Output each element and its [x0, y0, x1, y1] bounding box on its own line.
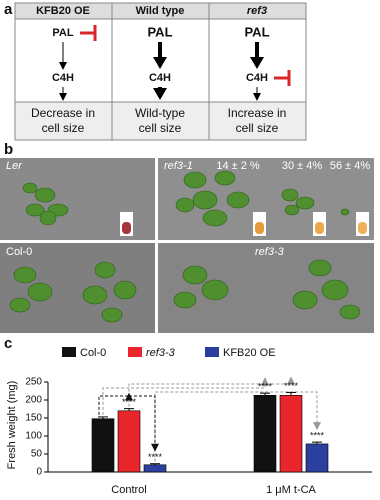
legend-swatch — [128, 347, 142, 357]
panel-label: c — [4, 335, 12, 352]
outcome: Increase in — [228, 106, 287, 120]
y-tick-label: 250 — [25, 377, 42, 388]
enzyme: PAL — [52, 27, 73, 39]
outcome: Wild-type — [135, 106, 185, 120]
outcome: cell size — [139, 121, 182, 135]
comparison-line — [154, 391, 321, 462]
y-tick-label: 50 — [31, 449, 43, 460]
y-axis-label: Fresh weight (mg) — [6, 381, 18, 470]
legend-label: KFB20 OE — [223, 347, 276, 359]
bar — [91, 418, 115, 473]
significance-label: **** — [258, 382, 273, 392]
photo-label: Ler — [6, 160, 23, 172]
photo-label: 56 ± 4% — [330, 160, 371, 172]
pathway-table — [14, 2, 307, 141]
photo-label: ref3-3 — [255, 246, 285, 258]
outcome: Decrease in — [31, 106, 95, 120]
panel-label: b — [4, 141, 13, 158]
enzyme: C4H — [52, 72, 74, 84]
outcome: cell size — [236, 121, 279, 135]
bar — [117, 410, 141, 473]
enzyme: PAL — [244, 24, 269, 39]
y-tick-label: 0 — [36, 467, 42, 478]
column-header: Wild type — [136, 5, 185, 17]
comparison-line — [129, 395, 159, 452]
legend-label: Col-0 — [80, 347, 106, 359]
enzyme: C4H — [149, 72, 171, 84]
legend-swatch — [205, 347, 219, 357]
x-tick-label: Control — [111, 484, 146, 496]
legend-swatch — [62, 347, 76, 357]
legend-label: ref3-3 — [146, 347, 176, 359]
bar — [143, 464, 167, 473]
y-tick-label: 100 — [25, 431, 42, 442]
column-header: KFB20 OE — [36, 5, 90, 17]
bar — [279, 395, 303, 473]
y-tick-label: 200 — [25, 395, 42, 406]
outcome: cell size — [42, 121, 85, 135]
comparison-line — [102, 377, 269, 415]
column-header: ref3 — [247, 5, 267, 17]
photo-label: 30 ± 4% — [282, 160, 323, 172]
enzyme: C4H — [246, 72, 268, 84]
significance-label: **** — [284, 381, 299, 391]
photo-label: 14 ± 2 % — [216, 160, 260, 172]
significance-label: **** — [148, 452, 163, 462]
photo-label: Col-0 — [6, 246, 32, 258]
y-tick-label: 150 — [25, 413, 42, 424]
panel-label: a — [4, 1, 13, 18]
significance-label: **** — [122, 397, 137, 407]
plant-photos — [0, 158, 374, 333]
enzyme: PAL — [147, 24, 172, 39]
x-tick-label: 1 μM t-CA — [266, 484, 316, 496]
photo-label: ref3-1 — [164, 160, 193, 172]
significance-label: **** — [310, 430, 325, 440]
bar — [305, 443, 329, 473]
bar — [253, 395, 277, 473]
